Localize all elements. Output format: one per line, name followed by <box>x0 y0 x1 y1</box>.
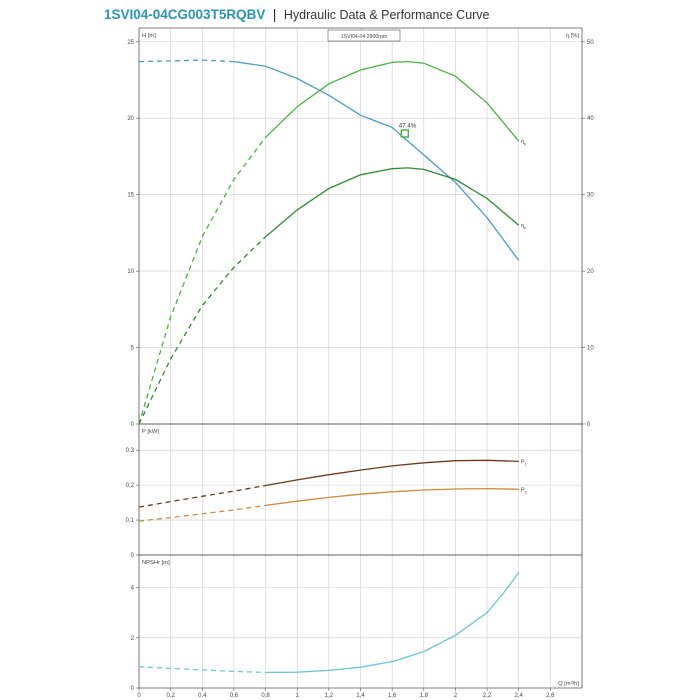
x-tick-label: 1,6 <box>388 693 397 699</box>
x-tick-label: 1,8 <box>420 693 429 699</box>
chart-header: 1SVI04-04CG003T5RQBV | Hydraulic Data & … <box>104 6 490 26</box>
y-tick-label: 0 <box>131 686 135 692</box>
npsh-curve-dashed <box>138 666 266 674</box>
y2-tick-label: 20 <box>587 269 594 275</box>
y-tick-label: 0,2 <box>126 483 135 489</box>
y2-axis-label: η [%] <box>566 33 580 39</box>
p1-curve <box>265 459 519 487</box>
x-tick-label: 0,2 <box>166 693 175 699</box>
efficiency_p-curve <box>265 60 520 142</box>
x-tick-label: 2,4 <box>515 693 524 699</box>
duty-point-marker <box>400 129 409 138</box>
p1-label: P1 <box>521 459 528 466</box>
duty-point-label: 47.4% <box>399 122 417 129</box>
y-axis-label: P [kW] <box>142 429 159 435</box>
efficiency_p-label: ηp <box>521 139 527 146</box>
y-axis-label: H [m] <box>142 33 156 39</box>
y-axis-label: NPSHr [m] <box>142 560 170 566</box>
y2-tick-label: 30 <box>587 193 594 199</box>
product-code: 1SVI04-04CG003T5RQBV <box>104 7 266 22</box>
y-tick-label: 20 <box>127 116 134 122</box>
head-curve <box>233 60 520 261</box>
x-tick-label: 0,4 <box>198 693 207 699</box>
efficiency_u-label: ηu <box>521 223 526 230</box>
y2-tick-label: 40 <box>587 116 594 122</box>
y-tick-label: 10 <box>127 269 134 275</box>
x-tick-label: 0 <box>137 693 141 699</box>
x-tick-label: 2,2 <box>483 693 492 699</box>
efficiency_p-curve-dashed <box>138 136 267 425</box>
y-tick-label: 0 <box>131 422 135 428</box>
x-tick-label: 0,6 <box>230 693 239 699</box>
y2-tick-label: 50 <box>587 40 594 46</box>
efficiency_u-curve <box>265 167 520 238</box>
head-curve-dashed <box>138 59 234 63</box>
x-tick-label: 1 <box>296 693 300 699</box>
x-tick-label: 1,2 <box>325 693 334 699</box>
p1-curve-dashed <box>138 484 266 508</box>
x-tick-label: 2,6 <box>546 693 555 699</box>
speed-label-box <box>327 29 401 42</box>
y-tick-label: 0,3 <box>126 448 135 454</box>
x-axis-label: Q [m³/h] <box>558 681 579 687</box>
x-tick-label: 2 <box>454 693 458 699</box>
p2-curve <box>265 487 519 507</box>
x-tick-label: 0,8 <box>261 693 270 699</box>
y-tick-label: 2 <box>131 636 135 642</box>
chart-title: Hydraulic Data & Performance Curve <box>283 8 490 22</box>
p2-curve-dashed <box>138 504 266 522</box>
header-separator: | <box>272 6 277 22</box>
y-tick-label: 5 <box>131 346 135 352</box>
y2-tick-label: 10 <box>587 346 594 352</box>
y-tick-label: 15 <box>127 193 134 199</box>
y-tick-label: 0,1 <box>126 518 135 524</box>
x-tick-label: 1,4 <box>356 693 365 699</box>
p2-label: P2 <box>521 487 528 494</box>
y2-tick-label: 0 <box>587 422 591 428</box>
npsh-curve <box>265 572 520 674</box>
efficiency_u-curve-dashed <box>138 236 267 425</box>
y-tick-label: 25 <box>127 40 134 46</box>
y-tick-label: 4 <box>131 586 135 592</box>
speed-label: 1SVI04-04 2900rpm <box>341 34 387 40</box>
y-tick-label: 0 <box>131 553 135 559</box>
